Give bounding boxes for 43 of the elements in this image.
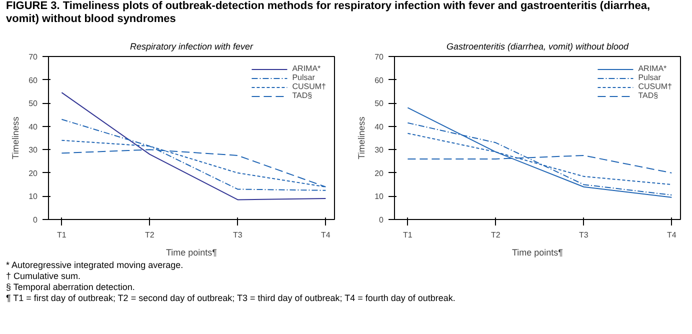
legend-label: Pulsar [292, 73, 315, 82]
x-tick-label: T3 [233, 230, 243, 240]
legend-label: CUSUM† [638, 82, 672, 91]
y-tick-label: 30 [374, 146, 384, 155]
y-tick-label: 70 [374, 52, 384, 62]
y-tick-label: 10 [28, 192, 38, 202]
x-axis-title: Time points¶ [512, 248, 564, 258]
y-tick-label: 0 [379, 216, 384, 224]
legend-label: ARIMA* [638, 64, 667, 73]
x-tick-label: T2 [491, 230, 501, 240]
x-tick-label: T1 [403, 230, 413, 240]
text: † Cumulative sum. [6, 271, 81, 281]
x-tick-label: T4 [667, 230, 677, 240]
legend-label: TAD§ [638, 91, 658, 100]
y-tick-label: 60 [28, 76, 38, 85]
legend-label: Pulsar [638, 73, 661, 82]
caption: FIGURE 3. Timeliness plots of outbreak-detection methods for respiratory infection with fever and gastroenteritis (diarrhea, vomit) without blood syndromes [6, 0, 650, 25]
y-tick-label: 10 [374, 192, 384, 202]
text: * Autoregressive integrated moving average. [6, 260, 184, 270]
x-tick-label: T3 [579, 230, 589, 240]
y-tick-label: 60 [374, 76, 384, 85]
y-tick-label: 30 [28, 146, 38, 155]
y-tick-label: 50 [28, 99, 38, 108]
x-tick-label: T4 [321, 230, 331, 240]
legend-label: ARIMA* [292, 64, 321, 73]
x-tick-label: T2 [145, 230, 155, 240]
text: ¶ T1 = first day of outbreak; T2 = second day of outbreak; T3 = third day of outbreak; T4 = fourth day of outbreak. [6, 293, 456, 303]
y-axis-title: Timeliness [10, 116, 21, 160]
x-axis-title: Time points¶ [166, 248, 218, 258]
y-tick-label: 40 [28, 122, 38, 132]
chart-title: Respiratory infection with fever [130, 42, 254, 52]
y-tick-label: 40 [374, 122, 384, 132]
y-tick-label: 20 [374, 168, 384, 178]
y-tick-label: 20 [28, 168, 38, 178]
y-tick-label: 0 [33, 216, 38, 224]
y-axis-title: Timeliness [356, 116, 367, 160]
legend-label: CUSUM† [292, 82, 326, 91]
x-tick-label: T1 [57, 230, 67, 240]
y-tick-label: 70 [28, 52, 38, 62]
text: § Temporal aberration detection. [6, 282, 135, 292]
y-tick-label: 50 [374, 99, 384, 108]
legend-label: TAD§ [292, 91, 312, 100]
chart-title: Gastroenteritis (diarrhea, vomit) without blood [446, 42, 630, 52]
